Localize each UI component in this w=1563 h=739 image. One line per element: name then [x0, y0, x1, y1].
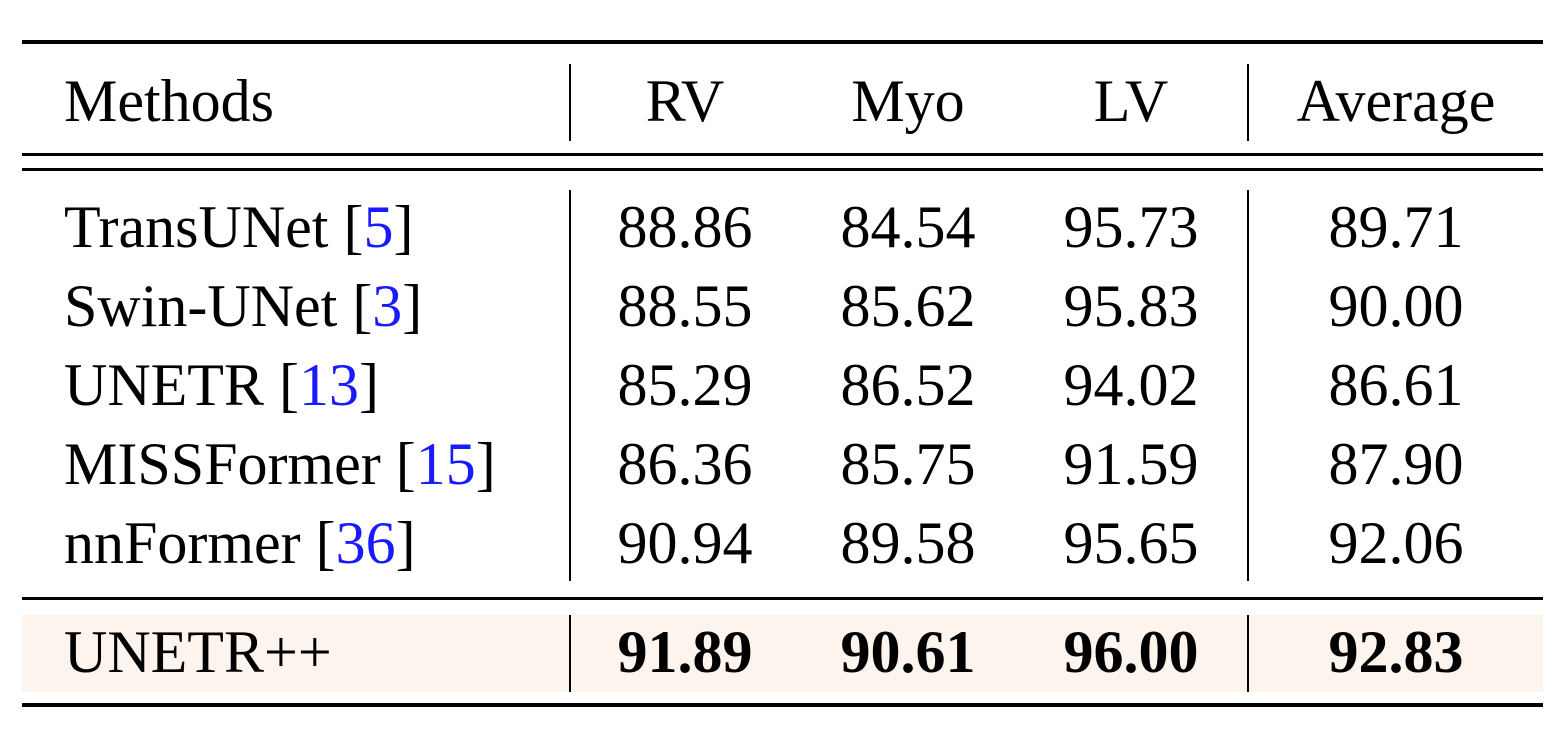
- value-rv: 86.36: [617, 431, 753, 497]
- citation-link[interactable]: 5: [363, 194, 394, 260]
- value-myo: 85.62: [840, 273, 976, 339]
- value-rv: 88.86: [617, 194, 753, 260]
- value-rv: 90.94: [617, 510, 753, 576]
- separator-left-ours: [569, 615, 571, 692]
- value-lv: 95.65: [1063, 510, 1199, 576]
- method-name: Swin-UNet [3]: [64, 273, 423, 339]
- method-name: nnFormer [36]: [64, 510, 416, 576]
- midrule: [22, 597, 1543, 600]
- value-myo: 89.58: [840, 510, 976, 576]
- value-average: 87.90: [1328, 431, 1464, 497]
- value-lv: 95.73: [1063, 194, 1199, 260]
- header-myo: Myo: [851, 68, 965, 134]
- header-lv: LV: [1093, 68, 1169, 134]
- header-double-rule-lower: [22, 168, 1543, 171]
- header-double-rule-upper: [22, 153, 1543, 156]
- citation-link[interactable]: 3: [372, 273, 403, 339]
- value-lv-best: 96.00: [1063, 619, 1199, 685]
- method-name: MISSFormer [15]: [64, 431, 496, 497]
- method-name: TransUNet [5]: [64, 194, 414, 260]
- separator-left-body: [569, 190, 571, 581]
- highlight-row-background: [22, 615, 1543, 692]
- citation-link[interactable]: 36: [335, 510, 396, 576]
- separator-right-body: [1247, 190, 1249, 581]
- separator-right-ours: [1247, 615, 1249, 692]
- value-rv: 88.55: [617, 273, 753, 339]
- value-average: 89.71: [1328, 194, 1464, 260]
- value-rv-best: 91.89: [617, 619, 753, 685]
- header-methods: Methods: [64, 68, 274, 134]
- citation-link[interactable]: 15: [415, 431, 476, 497]
- separator-right-header: [1247, 64, 1249, 141]
- value-average-best: 92.83: [1328, 619, 1464, 685]
- value-myo: 85.75: [840, 431, 976, 497]
- value-lv: 95.83: [1063, 273, 1199, 339]
- value-lv: 94.02: [1063, 352, 1199, 418]
- method-name: UNETR [13]: [64, 352, 379, 418]
- bottom-rule: [22, 703, 1543, 707]
- value-myo: 84.54: [840, 194, 976, 260]
- value-average: 92.06: [1328, 510, 1464, 576]
- header-rv: RV: [645, 68, 725, 134]
- value-average: 86.61: [1328, 352, 1464, 418]
- value-lv: 91.59: [1063, 431, 1199, 497]
- top-rule: [22, 40, 1543, 44]
- value-myo: 86.52: [840, 352, 976, 418]
- method-name-ours: UNETR++: [64, 619, 332, 685]
- value-average: 90.00: [1328, 273, 1464, 339]
- header-average: Average: [1296, 68, 1496, 134]
- separator-left-header: [569, 64, 571, 141]
- citation-link[interactable]: 13: [298, 352, 359, 418]
- value-myo-best: 90.61: [840, 619, 976, 685]
- value-rv: 85.29: [617, 352, 753, 418]
